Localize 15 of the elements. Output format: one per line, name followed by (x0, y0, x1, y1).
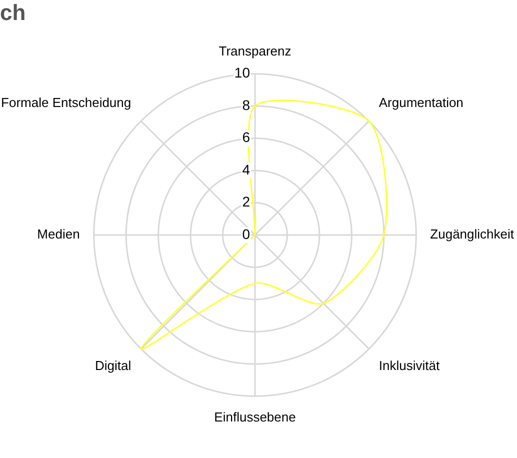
spoke-label: Argumentation (378, 94, 464, 110)
spoke-label: Digital (95, 358, 132, 374)
spoke-label: Einflussebene (214, 410, 296, 425)
y-tick-label: 2 (242, 194, 250, 210)
chart-title: ch (0, 0, 26, 26)
y-tick-label: 6 (242, 129, 250, 146)
y-tick-label: 4 (242, 161, 250, 178)
spoke-label: Formale Entscheidung (1, 94, 132, 110)
spoke-label: Transparenz (218, 44, 292, 59)
spoke-label: Medien (37, 226, 80, 242)
y-tick-label: 0 (242, 226, 250, 242)
y-tick-label: 8 (242, 96, 250, 113)
spoke-label: Inklusivität (378, 358, 440, 374)
spoke-label: Zugänglichkeit (430, 226, 514, 242)
y-tick-label: 10 (234, 64, 250, 81)
